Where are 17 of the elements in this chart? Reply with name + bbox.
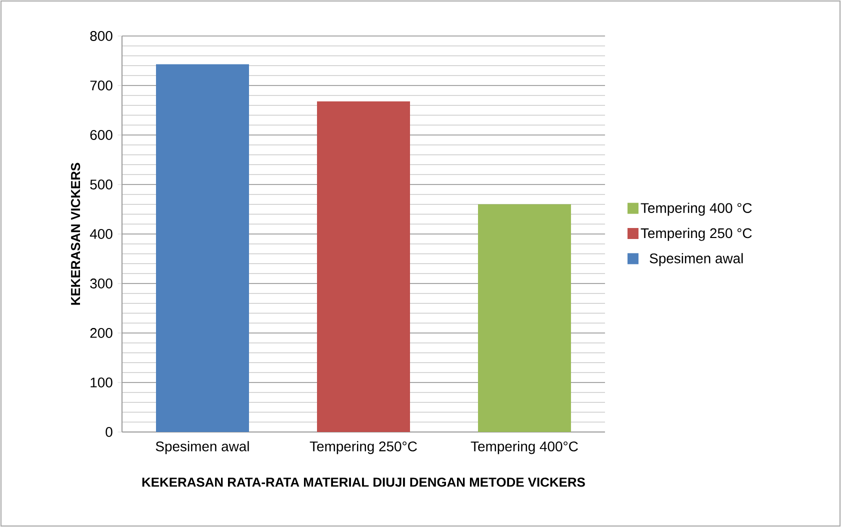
x-tick-label: Tempering 250°C — [310, 441, 417, 454]
x-tick-label: Spesimen awal — [156, 441, 249, 454]
y-tick-label: 700 — [90, 80, 112, 90]
legend-label: Spesimen awal — [650, 253, 743, 266]
y-tick-label: 400 — [90, 229, 112, 239]
y-tick-label: 600 — [90, 130, 112, 140]
x-axis-title: KEKERASAN RATA-RATA MATERIAL DIUJI DENGAN METODE VICKERS — [142, 478, 585, 487]
y-axis-title: KEKERASAN VICKERS — [70, 162, 80, 305]
y-tick-label: 500 — [90, 180, 112, 190]
x-tick-label: Tempering 400°C — [470, 441, 578, 454]
y-tick-label: 300 — [90, 278, 112, 288]
legend-label: Tempering 250 °C — [640, 228, 752, 241]
legend-label: Tempering 400 °C — [640, 202, 752, 216]
y-tick-label: 800 — [90, 31, 112, 41]
y-tick-label: 100 — [90, 378, 112, 388]
y-tick-label: 200 — [90, 328, 112, 338]
y-tick-label: 0 — [106, 427, 112, 437]
